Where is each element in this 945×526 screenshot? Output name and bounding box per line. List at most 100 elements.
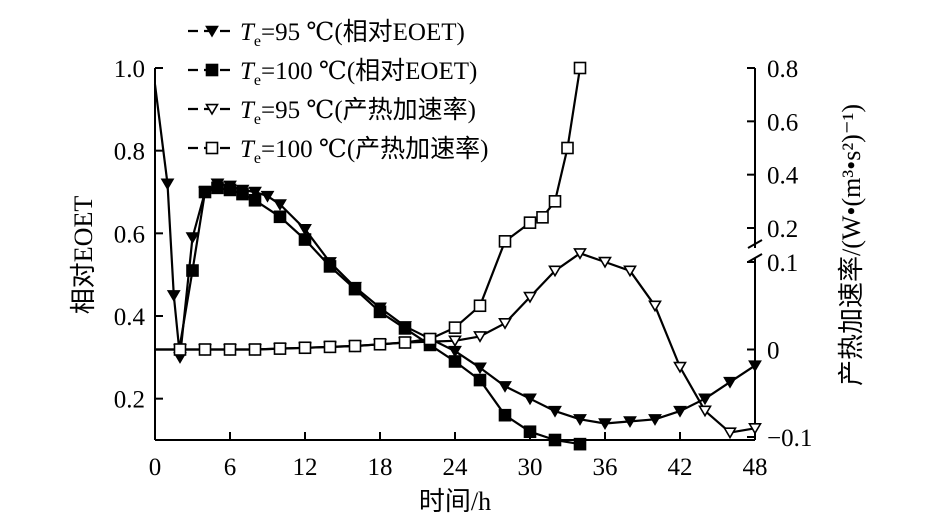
data-point <box>648 414 662 426</box>
data-point <box>723 376 737 389</box>
data-point <box>698 405 712 418</box>
x-tick-label: 0 <box>149 454 162 481</box>
y-tick-label-left: 0.4 <box>114 304 146 331</box>
data-point <box>523 393 537 406</box>
y-axis-title-left: 相对EOET <box>69 196 98 315</box>
data-point <box>248 193 262 207</box>
data-point <box>473 362 487 375</box>
data-point <box>211 181 224 195</box>
legend-marker <box>205 141 219 155</box>
data-point <box>348 282 362 296</box>
data-point <box>323 340 337 354</box>
data-point <box>748 423 762 435</box>
y-tick-label-left: 0.6 <box>114 221 145 248</box>
data-point <box>548 433 562 447</box>
data-point <box>598 256 612 269</box>
data-point <box>223 343 237 356</box>
data-point <box>260 190 275 203</box>
x-tick-label: 12 <box>293 454 318 481</box>
legend-label: Te=100 ℃(相对EOET) <box>240 57 477 89</box>
y-tick-label-left: 0.2 <box>114 387 145 414</box>
data-point <box>498 381 512 393</box>
y-tick-label-left: 0.8 <box>114 139 145 166</box>
data-point <box>448 321 462 334</box>
x-tick-label: 48 <box>743 454 768 481</box>
data-point <box>473 373 487 387</box>
legend-entry: Te=95 ℃(相对EOET) <box>188 18 465 50</box>
data-point <box>623 416 637 428</box>
legend-entry: Te=100 ℃(相对EOET) <box>188 57 477 89</box>
legend-marker <box>205 25 219 38</box>
data-point <box>185 232 200 244</box>
series-2 <box>178 181 587 451</box>
legend-label: Te=95 ℃(产热加速率) <box>240 96 476 128</box>
data-point <box>373 305 387 319</box>
data-point <box>298 233 312 246</box>
data-point <box>248 343 262 356</box>
y-tick-label-right: 0.2 <box>767 216 798 243</box>
data-point <box>423 332 437 346</box>
data-point <box>348 339 362 353</box>
data-point <box>498 318 512 330</box>
data-point <box>673 405 687 418</box>
data-point <box>648 300 662 313</box>
y-tick-label-right: 0.6 <box>767 109 798 136</box>
data-point <box>198 343 212 356</box>
data-point <box>723 427 737 440</box>
legend-label: Te=95 ℃(相对EOET) <box>240 18 465 50</box>
legend-entry: Te=100 ℃(产热加速率) <box>188 135 488 167</box>
legend-marker <box>205 103 219 116</box>
data-point <box>166 290 181 302</box>
data-point <box>598 418 612 430</box>
data-point <box>398 336 412 349</box>
x-tick-label: 18 <box>368 454 393 481</box>
y-tick-label-right: 0.4 <box>767 163 799 190</box>
y-tick-label-right: 0.1 <box>767 250 798 277</box>
data-point <box>523 425 537 439</box>
x-tick-label: 42 <box>668 454 693 481</box>
data-point <box>623 265 637 278</box>
y-tick-label-right: 0.8 <box>767 56 798 83</box>
data-point <box>536 211 549 224</box>
data-point <box>573 414 587 426</box>
legend: Te=95 ℃(相对EOET) Te=100 ℃(相对EOET) Te=95 ℃(产… <box>188 18 488 167</box>
data-point <box>398 322 412 335</box>
data-point <box>473 299 487 313</box>
data-point <box>298 224 312 236</box>
data-point <box>561 141 574 155</box>
data-point <box>523 291 537 304</box>
y-tick-label-right: −0.1 <box>767 425 812 452</box>
series-layer <box>153 61 762 451</box>
data-point <box>498 235 512 248</box>
y-tick-label-right: 0 <box>767 338 780 365</box>
data-point <box>273 210 287 224</box>
data-point <box>448 355 462 368</box>
data-point <box>160 178 175 191</box>
data-point <box>273 342 287 355</box>
data-point <box>223 183 237 197</box>
data-point <box>573 61 587 75</box>
data-point <box>673 361 687 374</box>
x-axis-title: 时间/h <box>419 487 491 516</box>
data-point <box>273 199 287 211</box>
legend-entry: Te=95 ℃(产热加速率) <box>188 96 476 128</box>
tick-labels: 0 6 12 18 24 30 36 42 48 0.2 0.4 0.6 0.8 1.0 0.2 0.4 0.6… <box>114 56 813 481</box>
data-point <box>498 408 512 422</box>
legend-label: Te=100 ℃(产热加速率) <box>240 135 488 167</box>
axis-break-mark <box>747 253 763 263</box>
data-point <box>523 216 537 229</box>
y-tick-label-left: 1.0 <box>114 56 145 83</box>
data-point <box>548 265 562 278</box>
legend-marker <box>205 63 219 77</box>
data-point <box>698 393 712 406</box>
data-point <box>373 337 387 351</box>
axes <box>154 67 763 441</box>
data-point <box>186 264 199 277</box>
y-axis-title-right: 产热加速率/(W•(m³•s²)⁻¹) <box>837 104 866 386</box>
x-tick-label: 36 <box>593 454 618 481</box>
data-point <box>548 405 562 418</box>
data-point <box>198 185 212 199</box>
series-3 <box>155 248 762 440</box>
data-point <box>573 248 587 260</box>
